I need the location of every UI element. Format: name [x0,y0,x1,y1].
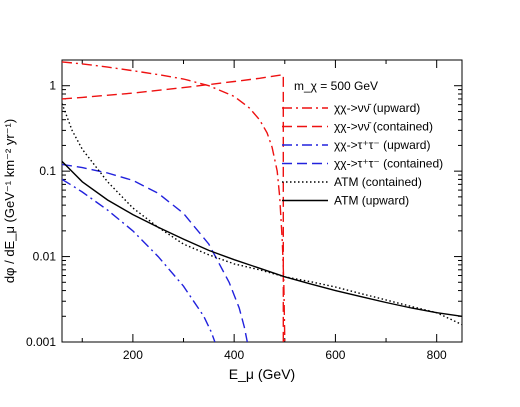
series-group [62,61,462,342]
y-tick-label: 0.001 [26,335,56,349]
series-line-2 [62,73,284,342]
plot-frame [61,59,463,343]
y-tick-label: 1 [49,79,56,93]
x-axis-label: E_μ (GeV) [229,366,295,382]
legend-entry-3: χχ->τ⁺τ⁻ (upward) [334,138,430,152]
y-tick-label: 0.01 [33,250,57,264]
x-tick-label: 600 [325,348,345,362]
series-line-4 [62,163,248,342]
legend-title: m_χ = 500 GeV [294,79,378,93]
x-tick-label: 400 [224,348,244,362]
series-line-1 [62,61,286,342]
series-line-6 [62,160,462,317]
series-line-5 [62,103,462,326]
legend-entry-2: χχ->νν̄ (contained) [334,120,433,134]
legend-entry-5: ATM (contained) [334,175,422,189]
legend-entry-4: χχ->τ⁺τ⁻ (contained) [334,157,443,171]
x-tick-label: 800 [427,348,447,362]
legend-entry-1: χχ->νν̄ (upward) [334,101,420,115]
legend-entry-6: ATM (upward) [334,194,409,208]
y-axis-label: dφ / dE_μ (GeV⁻¹ km⁻² yr⁻¹) [2,119,17,283]
y-tick-label: 0.1 [39,164,56,178]
series-line-3 [62,178,216,342]
x-tick-label: 200 [123,348,143,362]
